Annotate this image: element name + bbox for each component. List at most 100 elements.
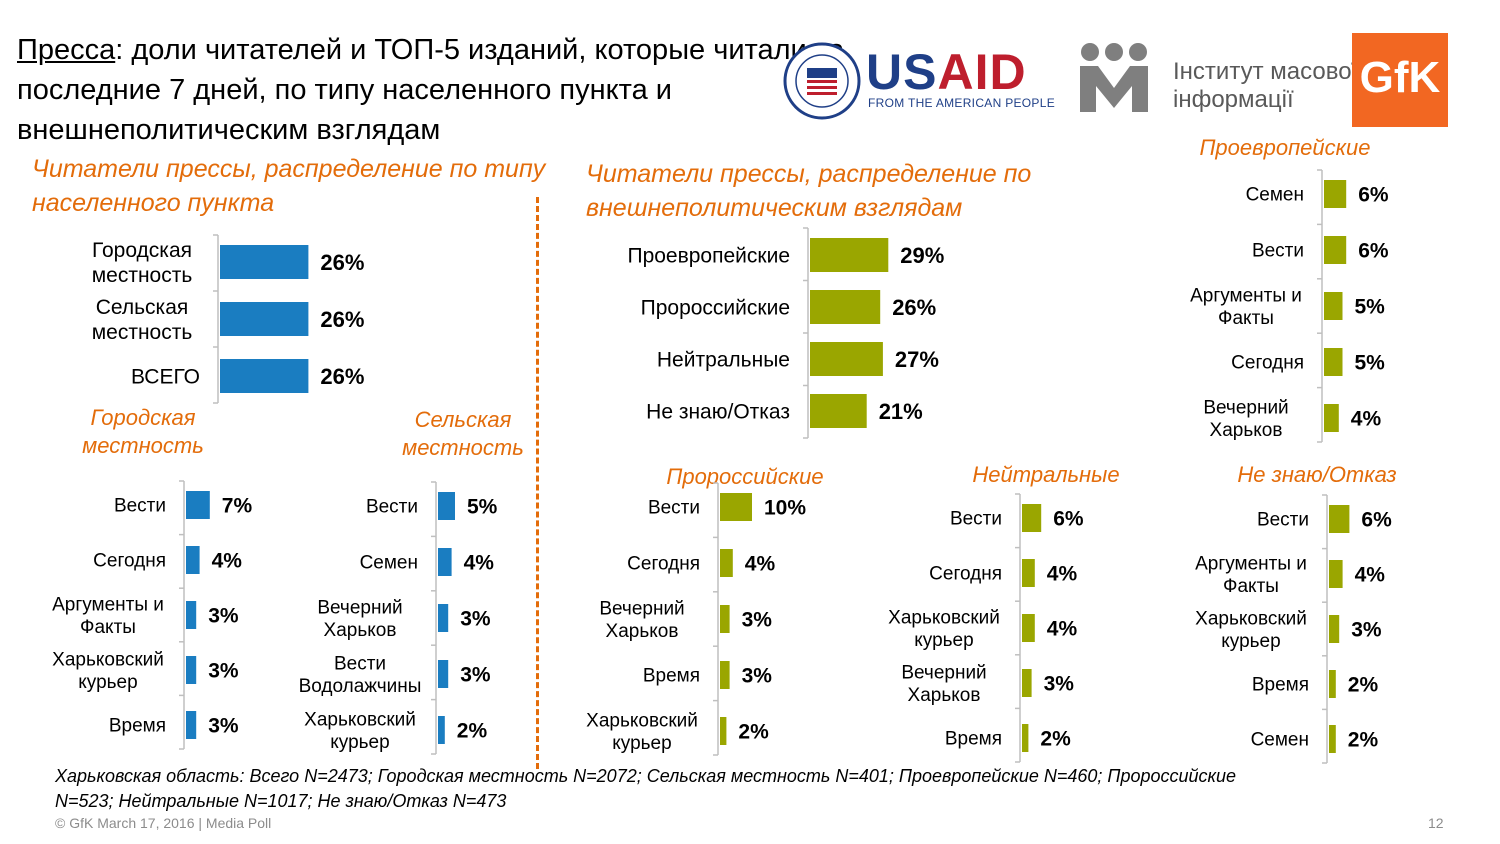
bar <box>438 660 449 688</box>
category-label: Городская местность <box>92 239 193 287</box>
category-label: Вечерний Харьков <box>599 598 684 642</box>
value-label: 3% <box>208 660 239 683</box>
category-label: Сегодня <box>93 551 166 572</box>
bar <box>810 342 883 376</box>
chart-subtitle: Городская местность <box>82 405 204 458</box>
chart-neutral: Нейтральные Вести 6% Сегодня 4% Харьковский ку… <box>860 458 1150 766</box>
bar <box>1329 670 1336 698</box>
bar <box>1329 505 1350 533</box>
bar <box>720 493 752 521</box>
usaid-seal-logo <box>783 42 861 120</box>
bar <box>720 717 727 745</box>
bar <box>438 548 452 576</box>
bar <box>1022 559 1035 587</box>
bar <box>438 716 445 744</box>
bar <box>810 290 881 324</box>
category-label: Аргументы и Факты <box>1190 285 1302 329</box>
value-label: 3% <box>742 609 773 632</box>
bar <box>220 245 309 279</box>
bar <box>1022 724 1029 752</box>
category-label: Аргументы и Факты <box>1195 553 1307 597</box>
value-label: 26% <box>320 364 364 389</box>
category-label: Харьковский курьер <box>586 710 698 754</box>
chart-views: Проевропейские 29% Пророссийские 26% Нейтрал… <box>590 227 1010 442</box>
bar <box>720 661 730 689</box>
bar <box>1324 348 1343 376</box>
section-title-settlement: Читатели прессы, распределение по типу н… <box>32 155 546 217</box>
chart-svg-rural: Сельская местность Вести 5% Семен 4% Вечерний Х… <box>299 407 524 755</box>
bar <box>1022 669 1032 697</box>
bar <box>1329 615 1340 643</box>
category-label: Вести <box>648 498 700 519</box>
value-label: 4% <box>1047 618 1078 641</box>
chart-subtitle: Не знаю/Отказ <box>1237 462 1396 487</box>
bar <box>1022 504 1042 532</box>
value-label: 6% <box>1361 509 1392 532</box>
bar <box>438 604 449 632</box>
bar <box>186 546 200 574</box>
imi-logo-text: Інститут масової інформації <box>1173 58 1359 113</box>
category-label: Сегодня <box>929 564 1002 585</box>
bar <box>1324 180 1347 208</box>
category-label: Сегодня <box>627 554 700 575</box>
chart-svg-neutral: Нейтральные Вести 6% Сегодня 4% Харьковский ку… <box>888 462 1120 763</box>
value-label: 2% <box>738 721 769 744</box>
category-label: Время <box>1252 675 1309 696</box>
bar <box>1329 725 1336 753</box>
copyright: © GfK March 17, 2016 | Media Poll <box>55 815 272 831</box>
value-label: 4% <box>1047 563 1078 586</box>
value-label: 3% <box>1351 619 1382 642</box>
value-label: 4% <box>745 553 776 576</box>
category-label: Вести <box>1257 510 1309 531</box>
bar <box>1324 292 1343 320</box>
category-label: Харьковский курьер <box>1195 608 1307 652</box>
category-label: Вести <box>950 509 1002 530</box>
value-label: 3% <box>460 608 491 631</box>
chart-subtitle: Сельская местность <box>402 407 524 460</box>
value-label: 4% <box>1351 408 1382 431</box>
bar <box>220 359 309 393</box>
value-label: 29% <box>900 243 944 268</box>
category-label: Семен <box>1251 730 1309 751</box>
chart-svg-prorussian: Пророссийские Вести 10% Сегодня 4% Вечерний Ха… <box>586 464 824 756</box>
bar <box>810 238 889 272</box>
bar <box>1022 614 1035 642</box>
category-label: Пророссийские <box>641 296 790 319</box>
value-label: 2% <box>1040 728 1071 751</box>
value-label: 6% <box>1053 508 1084 531</box>
chart-svg-urban: Городская местность Вести 7% Сегодня 4% Аргуме… <box>52 405 253 750</box>
page-title: Пресса: доли читателей и ТОП-5 изданий, … <box>17 30 877 150</box>
value-label: 3% <box>460 664 491 687</box>
value-label: 4% <box>1355 564 1386 587</box>
chart-subtitle: Нейтральные <box>972 462 1119 487</box>
bar <box>810 394 867 428</box>
category-label: Не знаю/Отказ <box>646 400 790 423</box>
bar <box>438 492 455 520</box>
section-divider <box>536 197 539 769</box>
gfk-logo: GfK <box>1352 33 1448 127</box>
value-label: 27% <box>895 347 939 372</box>
category-label: Семен <box>1246 185 1304 206</box>
footnote: Харьковская область: Всего N=2473; Город… <box>55 766 1237 811</box>
category-label: Время <box>109 716 166 737</box>
bar <box>1324 236 1347 264</box>
bar <box>720 549 733 577</box>
bar <box>720 605 730 633</box>
page-title-rest: : доли читателей и ТОП-5 изданий, которы… <box>17 34 845 146</box>
bar <box>186 656 197 684</box>
chart-prorussian: Пророссийские Вести 10% Сегодня 4% Вечерний Ха… <box>560 460 860 759</box>
value-label: 4% <box>464 552 495 575</box>
value-label: 7% <box>222 495 253 518</box>
chart-svg-dontknow: Не знаю/Отказ Вести 6% Аргументы и Факты 4% Ха… <box>1195 462 1397 764</box>
category-label: Сельская местность <box>92 296 193 344</box>
chart-subtitle: Пророссийские <box>666 464 823 489</box>
value-label: 2% <box>457 720 488 743</box>
bar <box>186 711 197 739</box>
bar <box>1329 560 1343 588</box>
chart-settlement: Городская местность 26% Сельская местность 26… <box>60 230 520 407</box>
category-label: Вести <box>114 496 166 517</box>
chart-rural: Сельская местность Вести 5% Семен 4% Вечерний Х… <box>270 405 550 758</box>
section-title-views: Читатели прессы, распределение по внешне… <box>586 160 1032 222</box>
